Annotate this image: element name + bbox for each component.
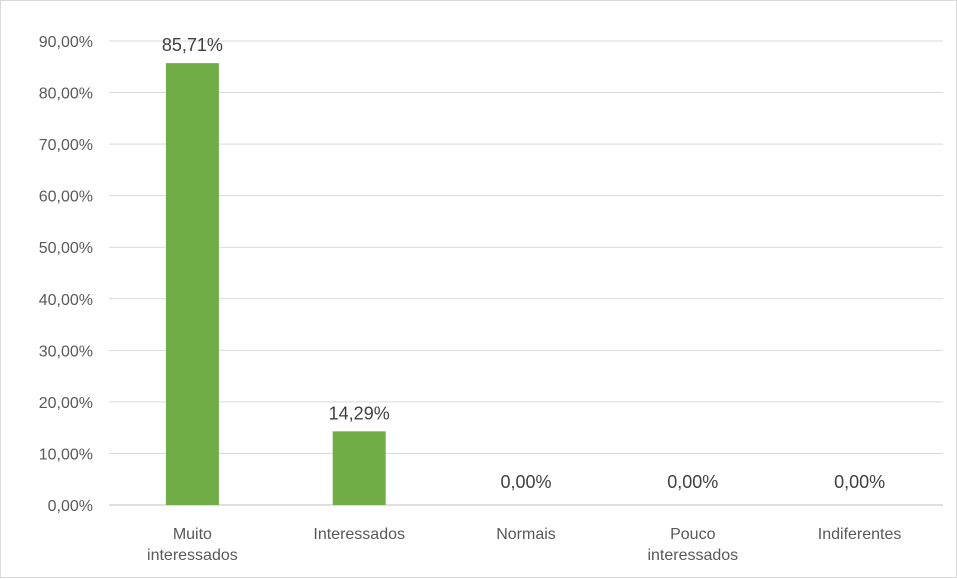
- data-label: 0,00%: [667, 472, 718, 492]
- y-tick-label: 40,00%: [39, 292, 93, 309]
- y-tick-label: 10,00%: [39, 446, 93, 463]
- y-tick-label: 70,00%: [39, 137, 93, 154]
- category-label: interessados: [147, 547, 238, 564]
- category-label: Muito: [173, 526, 212, 543]
- y-tick-label: 90,00%: [39, 34, 93, 51]
- category-label: Normais: [496, 526, 556, 543]
- bar: [332, 431, 386, 505]
- data-label: 0,00%: [500, 472, 551, 492]
- y-tick-label: 80,00%: [39, 86, 93, 103]
- category-label: Interessados: [313, 526, 405, 543]
- y-tick-label: 20,00%: [39, 395, 93, 412]
- data-label: 85,71%: [162, 35, 223, 55]
- data-label: 0,00%: [834, 472, 885, 492]
- data-label: 14,29%: [329, 403, 390, 423]
- y-tick-label: 0,00%: [48, 498, 93, 515]
- y-tick-label: 60,00%: [39, 189, 93, 206]
- category-label: Pouco: [670, 526, 715, 543]
- category-label: Indiferentes: [818, 526, 902, 543]
- bar: [165, 63, 219, 505]
- y-tick-label: 50,00%: [39, 240, 93, 257]
- category-label: interessados: [647, 547, 738, 564]
- y-tick-label: 30,00%: [39, 343, 93, 360]
